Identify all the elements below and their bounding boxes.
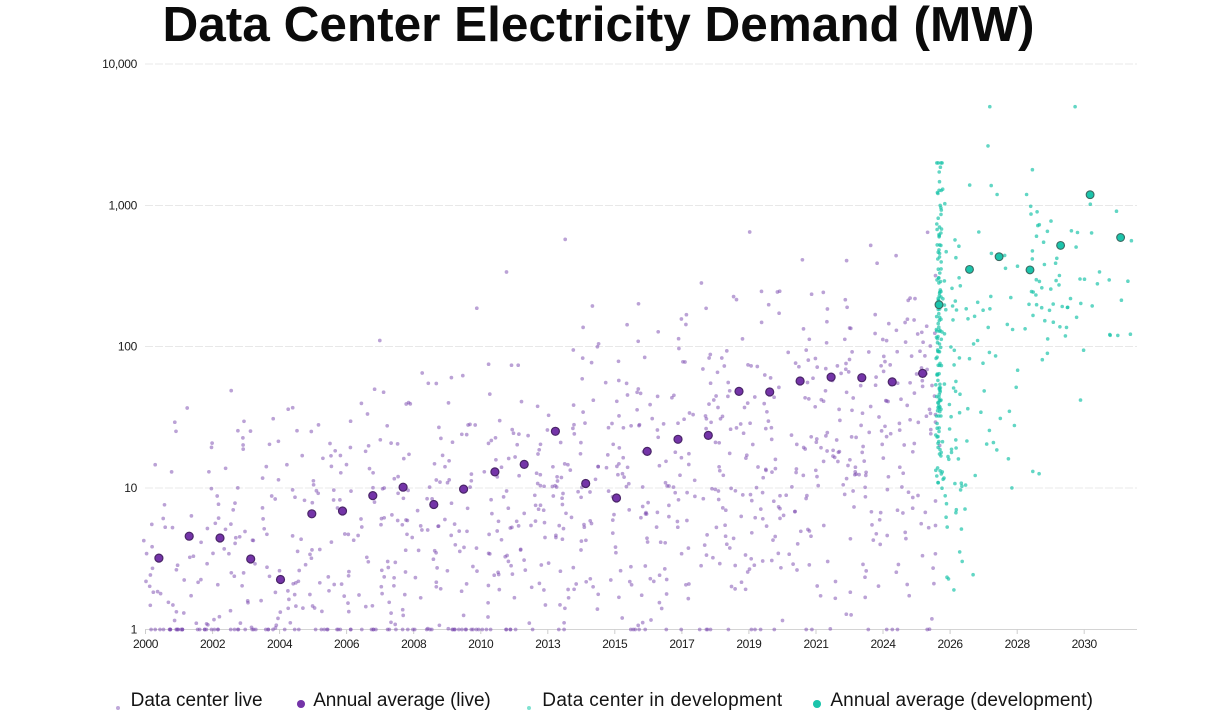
svg-text:10,000: 10,000 (102, 57, 138, 71)
svg-text:2013: 2013 (535, 637, 561, 651)
svg-text:10: 10 (124, 481, 137, 495)
svg-text:2015: 2015 (602, 637, 628, 651)
svg-text:2026: 2026 (938, 637, 964, 651)
svg-text:2010: 2010 (468, 637, 494, 651)
svg-text:2000: 2000 (133, 637, 159, 651)
svg-text:1,000: 1,000 (108, 199, 137, 213)
svg-text:2017: 2017 (669, 637, 695, 651)
svg-text:2004: 2004 (267, 637, 293, 651)
svg-text:2006: 2006 (334, 637, 360, 651)
svg-text:2030: 2030 (1072, 637, 1098, 651)
svg-text:2002: 2002 (200, 637, 226, 651)
svg-text:2024: 2024 (870, 637, 896, 651)
svg-text:2008: 2008 (401, 637, 427, 651)
svg-text:2021: 2021 (803, 637, 829, 651)
svg-text:2019: 2019 (736, 637, 762, 651)
svg-text:1: 1 (131, 623, 138, 637)
svg-text:2028: 2028 (1005, 637, 1031, 651)
svg-text:100: 100 (118, 340, 138, 354)
